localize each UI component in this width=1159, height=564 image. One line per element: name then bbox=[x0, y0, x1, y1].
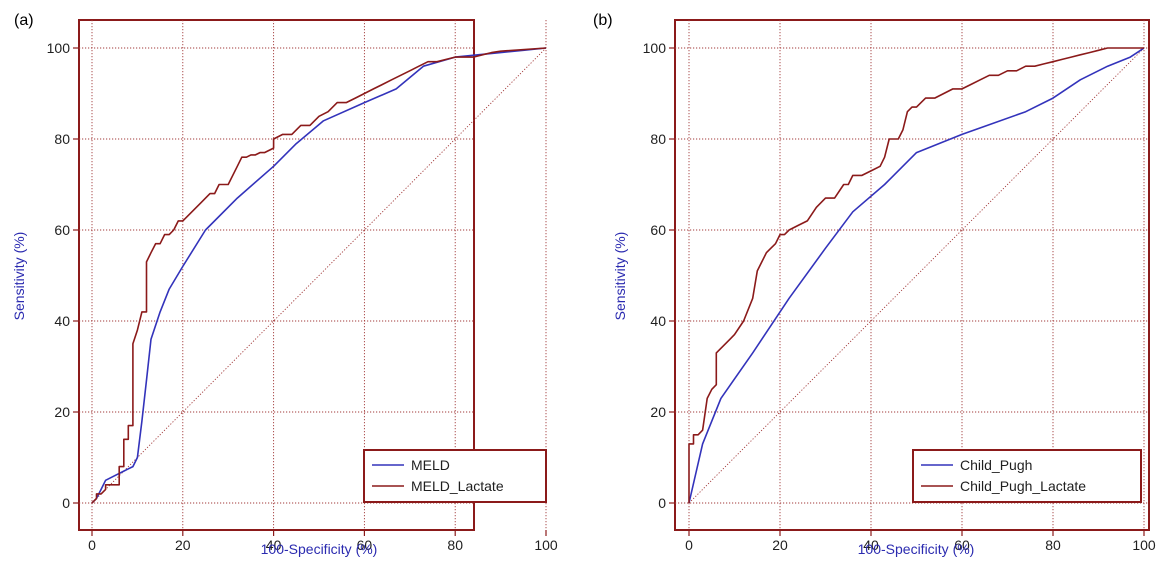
legend-label: Child_Pugh_Lactate bbox=[960, 478, 1086, 494]
y-tick-label: 60 bbox=[54, 222, 70, 238]
y-tick-label: 20 bbox=[54, 404, 70, 420]
y-tick-label: 100 bbox=[643, 40, 667, 56]
y-tick-label: 80 bbox=[650, 131, 666, 147]
panel-label: (a) bbox=[14, 12, 34, 29]
y-axis-label: Sensitivity (%) bbox=[612, 232, 628, 321]
x-tick-label: 80 bbox=[447, 537, 463, 553]
y-tick-label: 0 bbox=[62, 495, 70, 511]
reference-diagonal bbox=[91, 47, 547, 504]
y-tick-label: 0 bbox=[658, 495, 666, 511]
y-tick-label: 40 bbox=[650, 313, 666, 329]
series-line-meld-lactate bbox=[91, 47, 547, 504]
y-tick-label: 80 bbox=[54, 131, 70, 147]
plot-frame bbox=[78, 19, 475, 531]
x-tick-label: 60 bbox=[954, 537, 970, 553]
x-tick-label: 20 bbox=[772, 537, 788, 553]
x-tick-label: 40 bbox=[863, 537, 879, 553]
y-axis-label: Sensitivity (%) bbox=[11, 232, 27, 321]
x-tick-label: 0 bbox=[685, 537, 693, 553]
x-axis-label: 100-Specificity (%) bbox=[261, 541, 378, 557]
y-tick-label: 40 bbox=[54, 313, 70, 329]
series-line-child-pugh bbox=[688, 47, 1145, 504]
x-tick-label: 100 bbox=[1132, 537, 1156, 553]
legend-label: MELD bbox=[411, 457, 450, 473]
y-tick-label: 100 bbox=[47, 40, 71, 56]
chart-panel-a: (a) 0 20 40 60 80 100 0 20 40 60 80 100 100-Specifici… bbox=[11, 12, 558, 557]
y-tick-label: 60 bbox=[650, 222, 666, 238]
y-tick-label: 20 bbox=[650, 404, 666, 420]
x-tick-label: 40 bbox=[266, 537, 282, 553]
x-tick-label: 60 bbox=[357, 537, 373, 553]
x-tick-label: 100 bbox=[534, 537, 558, 553]
plot-frame bbox=[674, 19, 1150, 531]
legend-label: MELD_Lactate bbox=[411, 478, 504, 494]
x-axis-label: 100-Specificity (%) bbox=[858, 541, 975, 557]
legend-box bbox=[912, 449, 1142, 503]
chart-panel-b: (b) 0 20 40 60 80 100 0 20 40 60 80 100 100-Specifici… bbox=[593, 12, 1156, 557]
panel-label: (b) bbox=[593, 12, 613, 29]
series-line-child-pugh-lactate bbox=[688, 47, 1144, 503]
x-tick-label: 80 bbox=[1045, 537, 1061, 553]
legend-box bbox=[363, 449, 547, 503]
x-tick-label: 0 bbox=[88, 537, 96, 553]
x-tick-label: 20 bbox=[175, 537, 191, 553]
reference-diagonal bbox=[688, 47, 1145, 504]
legend-label: Child_Pugh bbox=[960, 457, 1032, 473]
